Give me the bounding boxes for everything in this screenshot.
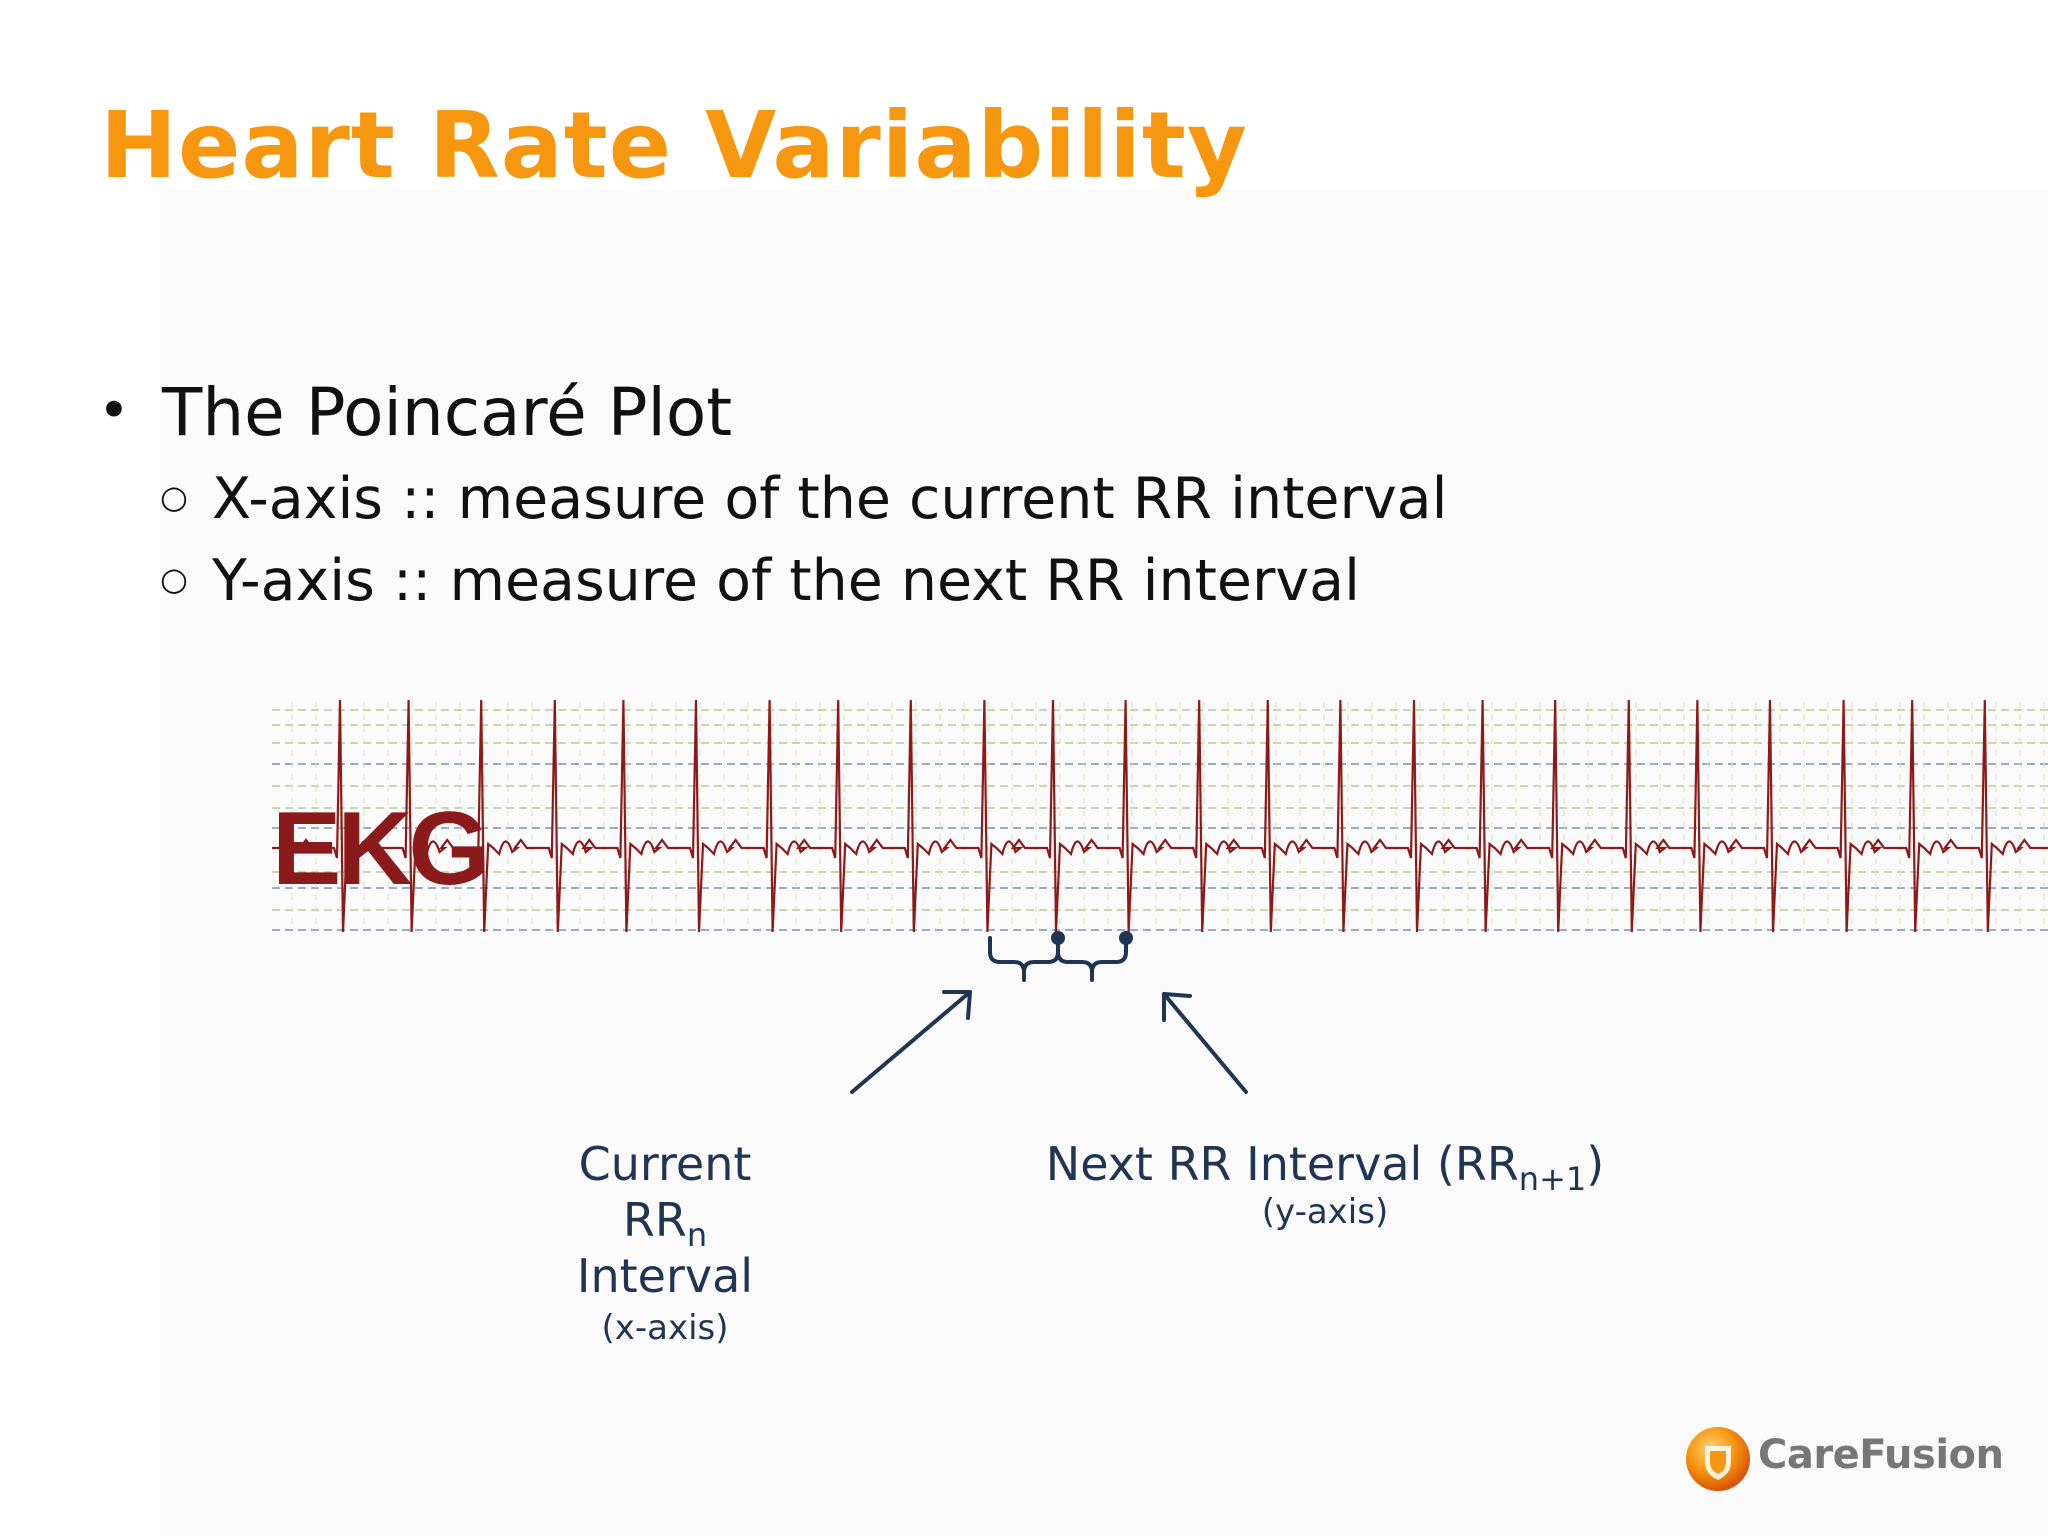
r-peak-marker <box>1051 931 1065 945</box>
sub-bullet-text: Y-axis :: measure of the next RR interva… <box>212 548 1360 614</box>
sub-bullet-circle-icon: ○ <box>160 560 188 598</box>
next-label-close: ) <box>1586 1137 1605 1191</box>
next-label: Next RR Interval (RRn+1) <box>1040 1136 1610 1195</box>
next-rr-subscript: n+1 <box>1518 1160 1587 1198</box>
next-axis-label: (y-axis) <box>1261 1192 1389 1232</box>
bullet-dot-icon: • <box>98 379 130 442</box>
current-arrow-icon <box>850 990 972 1094</box>
rr-interval-braces <box>988 936 1128 982</box>
current-rr-subscript: n <box>686 1216 708 1254</box>
r-peak-marker <box>1119 931 1133 945</box>
slide-title: Heart Rate Variability <box>100 92 1248 199</box>
next-rr-annotation: Next RR Interval (RRn+1) (y-axis) <box>1040 1136 1610 1232</box>
next-arrow-icon <box>1162 992 1248 1094</box>
bullet-poincare: • The Poincaré Plot <box>98 374 732 451</box>
next-label-text: Next RR Interval (RR <box>1045 1137 1519 1191</box>
bullet-text: The Poincaré Plot <box>162 374 733 451</box>
sub-bullet-circle-icon: ○ <box>160 478 188 516</box>
current-label-line1: Current <box>578 1137 752 1191</box>
next-rr-brace <box>1056 936 1128 973</box>
slide-background <box>160 190 2048 1536</box>
ekg-trace <box>272 699 2048 933</box>
sub-bullet-x-axis: ○ X-axis :: measure of the current RR int… <box>160 466 1447 532</box>
current-axis-label: (x-axis) <box>601 1308 729 1348</box>
current-label-line3: Interval <box>576 1249 754 1303</box>
ekg-grid <box>272 702 2048 931</box>
current-label-rr: RRn <box>565 1192 765 1251</box>
sub-bullet-y-axis: ○ Y-axis :: measure of the next RR interv… <box>160 548 1360 614</box>
carefusion-logo-icon <box>1686 1427 1750 1491</box>
current-rr-brace <box>988 936 1060 973</box>
carefusion-logo-text: CareFusion <box>1758 1432 2004 1478</box>
current-rr-annotation: Current RRn Interval (x-axis) <box>565 1136 765 1348</box>
sub-bullet-text: X-axis :: measure of the current RR inte… <box>212 466 1448 532</box>
current-rr-text: RR <box>622 1193 687 1247</box>
